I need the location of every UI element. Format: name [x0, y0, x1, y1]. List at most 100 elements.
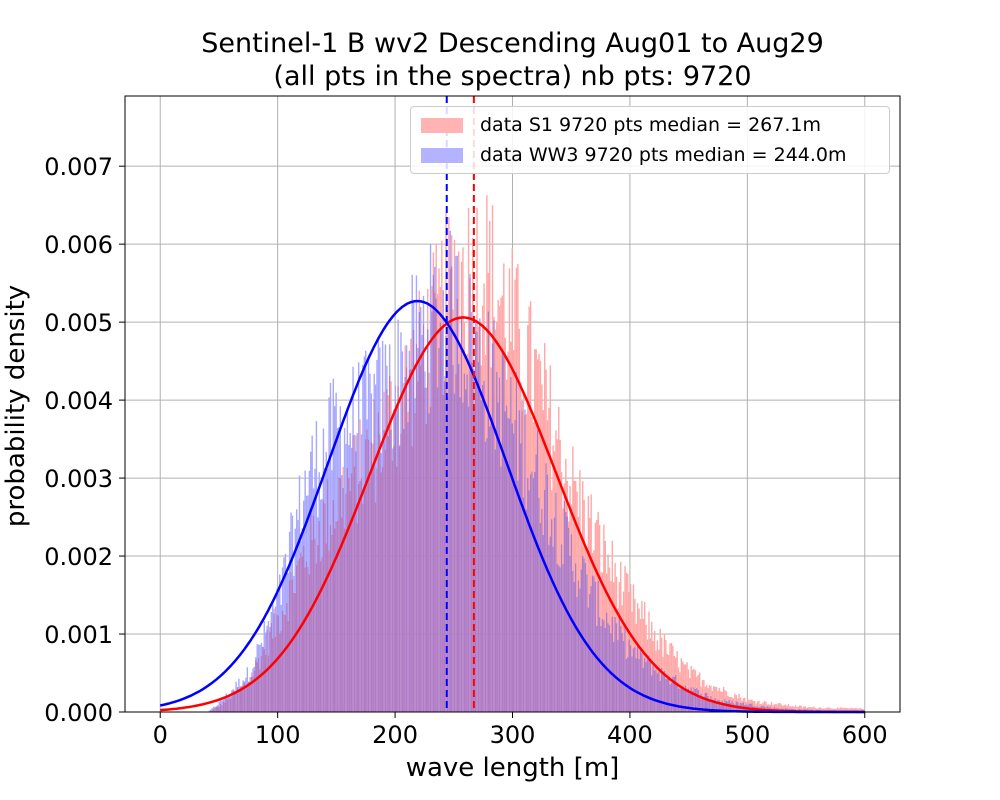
- hist-bar-excess-93: [338, 427, 340, 478]
- hist-bar-excess-348: [697, 674, 699, 690]
- hist-bar-excess-353: [704, 686, 707, 693]
- hist-bar-excess-277: [597, 511, 599, 581]
- hist-bar-excess-54: [283, 557, 285, 615]
- hist-bar-excess-134: [396, 408, 398, 467]
- hist-bar-overlap-177: [456, 298, 459, 712]
- hist-bar-excess-58: [288, 531, 291, 581]
- hist-bar-overlap-209: [501, 350, 504, 712]
- hist-bar-overlap-55: [284, 614, 287, 712]
- hist-bar-excess-230: [531, 416, 533, 472]
- hist-bar-overlap-104: [353, 466, 356, 712]
- hist-bar-overlap-2: [210, 710, 212, 712]
- hist-bar-overlap-327: [667, 678, 670, 712]
- hist-bar-overlap-191: [476, 331, 478, 712]
- hist-bar-excess-111: [363, 356, 366, 489]
- hist-bar-overlap-61: [293, 592, 295, 712]
- hist-bar-overlap-347: [696, 688, 698, 712]
- hist-bar-overlap-346: [694, 688, 697, 712]
- hist-bar-excess-20: [235, 681, 237, 693]
- hist-bar-overlap-38: [260, 655, 263, 712]
- hist-bar-overlap-223: [521, 410, 523, 712]
- hist-bar-excess-57: [287, 572, 289, 621]
- hist-bar-excess-366: [722, 686, 725, 703]
- hist-bar-overlap-194: [480, 400, 482, 712]
- hist-bar-excess-338: [683, 664, 685, 689]
- hist-bar-excess-209: [501, 295, 504, 351]
- hist-bar-excess-413: [789, 706, 791, 709]
- hist-bar-overlap-32: [252, 676, 254, 712]
- hist-bar-excess-426: [807, 707, 809, 710]
- hist-bar-excess-158: [429, 243, 432, 407]
- hist-bar-excess-321: [659, 628, 661, 681]
- hist-bar-excess-228: [528, 306, 530, 491]
- hist-bar-excess-383: [746, 698, 749, 706]
- hist-bar-excess-386: [751, 699, 753, 704]
- hist-bar-overlap-174: [452, 365, 454, 712]
- hist-bar-overlap-243: [549, 536, 552, 712]
- fit-curve-0: [160, 316, 865, 714]
- hist-bar-overlap-155: [425, 423, 428, 712]
- hist-bar-excess-48: [274, 606, 277, 637]
- hist-bar-excess-388: [753, 701, 756, 707]
- hist-bar-overlap-65: [298, 557, 301, 712]
- hist-bar-excess-251: [560, 471, 563, 545]
- hist-bar-overlap-342: [689, 693, 691, 712]
- hist-bar-excess-26: [243, 681, 246, 683]
- hist-bar-excess-242: [548, 407, 550, 545]
- hist-bar-overlap-291: [617, 639, 619, 712]
- hist-bar-excess-445: [834, 708, 836, 711]
- hist-bar-excess-260: [573, 480, 575, 582]
- hist-bar-excess-340: [686, 662, 688, 691]
- hist-bar-overlap-171: [448, 328, 450, 712]
- y-tick-label-0: 0.000: [44, 699, 113, 727]
- hist-bar-overlap-310: [644, 657, 646, 712]
- hist-bar-excess-126: [384, 344, 387, 450]
- hist-bar-excess-254: [565, 458, 567, 512]
- hist-bar-excess-400: [770, 701, 773, 708]
- hist-bar-overlap-48: [274, 636, 277, 712]
- hist-bar-overlap-69: [304, 567, 306, 712]
- hist-bar-excess-32: [252, 668, 254, 677]
- hist-bar-excess-191: [476, 207, 478, 332]
- hist-bar-overlap-216: [511, 423, 513, 712]
- hist-bar-excess-198: [486, 195, 488, 439]
- hist-bar-overlap-355: [707, 695, 709, 712]
- hist-bar-overlap-24: [241, 686, 243, 712]
- hist-bar-excess-384: [748, 700, 750, 704]
- hist-bar-overlap-364: [720, 701, 722, 712]
- hist-bar-overlap-284: [607, 623, 609, 712]
- hist-bar-excess-176: [455, 255, 457, 375]
- hist-bar-excess-188: [472, 238, 474, 363]
- hist-bar-excess-369: [727, 695, 729, 702]
- hist-bar-excess-68: [303, 500, 305, 546]
- hist-bar-overlap-49: [276, 614, 278, 712]
- hist-bar-overlap-247: [555, 492, 557, 712]
- hist-bar-excess-438: [824, 708, 826, 711]
- hist-bar-overlap-93: [338, 477, 340, 712]
- hist-bar-excess-47: [273, 608, 275, 614]
- hist-bar-excess-98: [345, 443, 347, 494]
- hist-bar-excess-341: [687, 669, 690, 689]
- hist-bar-excess-305: [636, 603, 639, 644]
- hist-bar-excess-33: [253, 666, 256, 671]
- hist-bar-excess-88: [331, 470, 333, 535]
- hist-bar-overlap-34: [255, 660, 257, 712]
- hist-bar-overlap-252: [562, 563, 564, 712]
- hist-bar-overlap-121: [377, 412, 380, 712]
- hist-bar-excess-447: [837, 707, 839, 711]
- hist-bar-excess-295: [622, 591, 625, 641]
- hist-bar-overlap-15: [228, 695, 230, 712]
- hist-bar-overlap-210: [503, 355, 505, 712]
- hist-bar-overlap-139: [403, 428, 405, 712]
- hist-bar-overlap-136: [398, 446, 401, 712]
- hist-bar-overlap-308: [641, 652, 643, 712]
- hist-bar-overlap-185: [467, 406, 470, 712]
- hist-bar-excess-300: [629, 584, 632, 646]
- hist-bar-excess-281: [603, 524, 605, 621]
- hist-bar-excess-207: [498, 305, 501, 378]
- hist-bar-overlap-219: [515, 371, 518, 712]
- hist-bar-overlap-199: [487, 311, 490, 712]
- hist-bar-excess-411: [786, 705, 788, 709]
- hist-bar-excess-362: [717, 690, 719, 700]
- hist-bar-overlap-14: [226, 699, 229, 712]
